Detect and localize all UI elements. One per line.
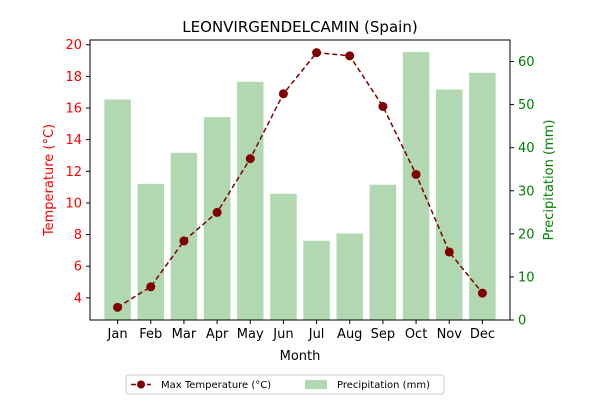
precipitation-tick-label-40: 40 — [518, 141, 535, 156]
temperature-point-may — [245, 154, 255, 164]
temperature-point-sep — [378, 101, 388, 111]
x-tick-label-oct: Oct — [405, 327, 427, 342]
x-tick-label-aug: Aug — [337, 327, 362, 342]
temperature-axis-label: Temperature (°C) — [42, 124, 57, 237]
x-tick-label-sep: Sep — [371, 327, 396, 342]
x-tick-label-jul: Jul — [308, 327, 325, 342]
precipitation-bar-aug — [336, 233, 364, 320]
precipitation-bar-jul — [303, 240, 330, 320]
temperature-point-dec — [477, 288, 487, 298]
temperature-tick-label-6: 6 — [74, 260, 82, 275]
precipitation-axis-ticks: 0 10 20 30 40 50 60 — [510, 55, 535, 329]
temperature-point-aug — [345, 51, 355, 61]
x-tick-label-jun: Jun — [272, 327, 293, 342]
x-tick-label-mar: Mar — [172, 327, 197, 342]
precipitation-bar-jun — [270, 193, 297, 320]
legend-precipitation-swatch — [305, 380, 327, 389]
temperature-series — [113, 48, 487, 312]
chart-title: LEONVIRGENDELCAMIN (Spain) — [182, 18, 417, 36]
temperature-point-apr — [212, 207, 222, 217]
precipitation-bar-feb — [137, 183, 165, 320]
temperature-point-jan — [113, 302, 123, 312]
temperature-tick-label-12: 12 — [65, 165, 82, 180]
legend-temperature-label: Max Temperature (°C) — [161, 380, 271, 391]
precipitation-bars — [104, 52, 496, 321]
precipitation-axis-label: Precipitation (mm) — [542, 120, 557, 241]
precipitation-tick-label-50: 50 — [518, 98, 535, 113]
precipitation-tick-label-0: 0 — [518, 314, 526, 329]
temperature-tick-label-14: 14 — [65, 133, 82, 148]
x-tick-label-feb: Feb — [139, 327, 162, 342]
precipitation-tick-label-10: 10 — [518, 270, 535, 285]
precipitation-tick-label-60: 60 — [518, 55, 535, 70]
temperature-tick-label-4: 4 — [74, 291, 82, 306]
x-tick-label-apr: Apr — [206, 327, 229, 342]
precipitation-bar-apr — [203, 117, 231, 320]
precipitation-tick-label-20: 20 — [518, 227, 535, 242]
temperature-point-mar — [179, 236, 189, 246]
x-tick-label-dec: Dec — [470, 327, 495, 342]
precipitation-tick-label-30: 30 — [518, 184, 535, 199]
legend: Max Temperature (°C) Precipitation (mm) — [125, 374, 445, 395]
x-tick-label-jan: Jan — [107, 327, 128, 342]
x-tick-label-nov: Nov — [437, 327, 463, 342]
legend-precipitation-label: Precipitation (mm) — [337, 380, 430, 391]
temperature-tick-label-8: 8 — [74, 228, 82, 243]
legend-temperature-marker — [137, 380, 145, 389]
x-axis-label: Month — [280, 349, 321, 364]
x-tick-label-may: May — [237, 327, 264, 342]
temperature-point-oct — [411, 169, 421, 179]
temperature-point-feb — [146, 282, 156, 292]
temperature-tick-label-20: 20 — [65, 38, 82, 53]
x-axis-ticks: Jan Feb Mar Apr May Jun Jul Aug Sep Oct Nov Dec — [107, 320, 495, 342]
precipitation-bar-sep — [369, 184, 397, 320]
temperature-point-jul — [312, 48, 322, 58]
precipitation-bar-jan — [104, 99, 131, 320]
precipitation-bar-may — [236, 81, 264, 321]
precipitation-bar-oct — [402, 52, 430, 321]
temperature-tick-label-10: 10 — [65, 196, 82, 211]
precipitation-bar-dec — [469, 72, 496, 320]
legend-box — [125, 374, 445, 395]
temperature-point-nov — [444, 247, 454, 257]
temperature-axis-ticks: 4 6 8 10 12 14 16 18 20 — [65, 38, 90, 306]
precipitation-bar-nov — [435, 89, 463, 321]
temperature-tick-label-18: 18 — [65, 70, 82, 85]
temperature-point-jun — [278, 89, 288, 99]
temperature-tick-label-16: 16 — [65, 102, 82, 117]
plot-frame — [89, 39, 511, 321]
